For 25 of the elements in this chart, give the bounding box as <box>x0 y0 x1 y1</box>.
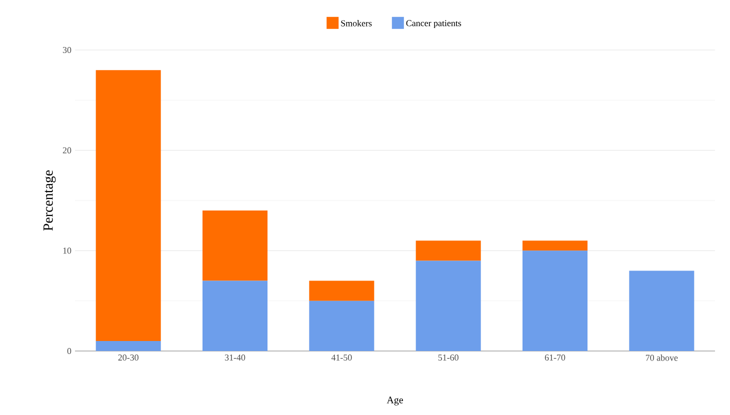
legend-label: Cancer patients <box>406 20 462 28</box>
x-tick-label: 20-30 <box>118 354 138 361</box>
bar <box>522 250 588 351</box>
x-tick-label: 31-40 <box>224 354 246 361</box>
bar <box>96 340 161 351</box>
y-tick-label: 0 <box>67 348 72 354</box>
x-tick-label: 70 above <box>646 354 678 361</box>
x-tick-label: 41-50 <box>331 354 352 361</box>
y-tick-label: 20 <box>62 147 72 154</box>
bar <box>629 270 694 351</box>
bar <box>309 280 374 301</box>
y-tick-label: 10 <box>63 248 72 254</box>
x-axis-title: Age <box>386 396 403 406</box>
bar <box>202 280 268 351</box>
bar <box>309 300 374 351</box>
x-tick-label: 61-70 <box>544 354 566 361</box>
x-tick-label: 51-60 <box>438 354 458 361</box>
y-axis-title: Percentage <box>44 170 56 231</box>
bar <box>522 240 588 251</box>
bar <box>202 210 268 281</box>
bar <box>416 240 481 261</box>
legend-label: Smokers <box>341 20 372 26</box>
bar <box>416 260 481 351</box>
y-tick-label: 30 <box>62 46 72 54</box>
bar <box>96 70 161 341</box>
